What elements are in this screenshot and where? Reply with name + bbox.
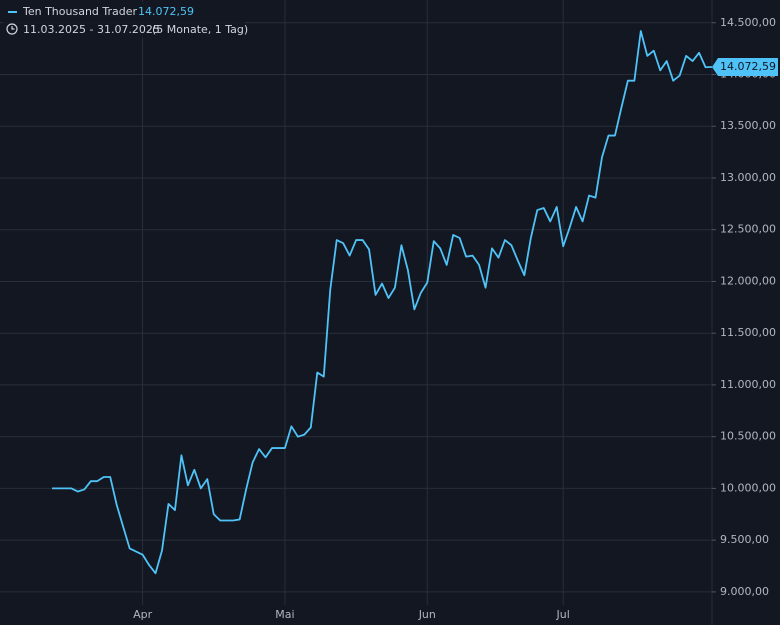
y-tick-label: 11.000,00 [720, 378, 776, 391]
legend-value: 14.072,59 [138, 5, 194, 18]
clock-hands [11, 26, 15, 30]
x-tick-label: Jun [418, 608, 436, 621]
price-tag-label: 14.072,59 [720, 60, 776, 73]
y-tick-label: 10.000,00 [720, 481, 776, 494]
clock-icon [6, 23, 18, 35]
y-tick-label: 9.500,00 [720, 533, 769, 546]
line [52, 30, 713, 575]
legend-swatch [8, 11, 17, 13]
price-tag [712, 57, 778, 76]
x-tick-label: Mai [275, 608, 294, 621]
y-tick-label: 12.000,00 [720, 274, 776, 287]
y-tick-label: 13.000,00 [720, 171, 776, 184]
y-tick-label: 9.000,00 [720, 585, 769, 598]
y-tick-label: 14.500,00 [720, 16, 776, 29]
legend-name: Ten Thousand Trader [22, 5, 138, 18]
y-tick-label: 11.500,00 [720, 326, 776, 339]
range-bg [3, 20, 245, 38]
y-tick-label: 10.500,00 [720, 430, 776, 443]
period: (5 Monate, 1 Tag) [152, 23, 248, 36]
x-tick-label: Apr [133, 608, 153, 621]
y-tick-label: 12.500,00 [720, 223, 776, 236]
plot: 14.072,59 [52, 30, 778, 575]
x-tick-label: Jul [556, 608, 570, 621]
y-tick-label: 13.500,00 [720, 119, 776, 132]
legend: Ten Thousand Trader 14.072,59 11.03.2025… [3, 2, 248, 38]
legend-bg [3, 2, 193, 20]
date-range: 11.03.2025 - 31.07.2025 [23, 23, 160, 36]
